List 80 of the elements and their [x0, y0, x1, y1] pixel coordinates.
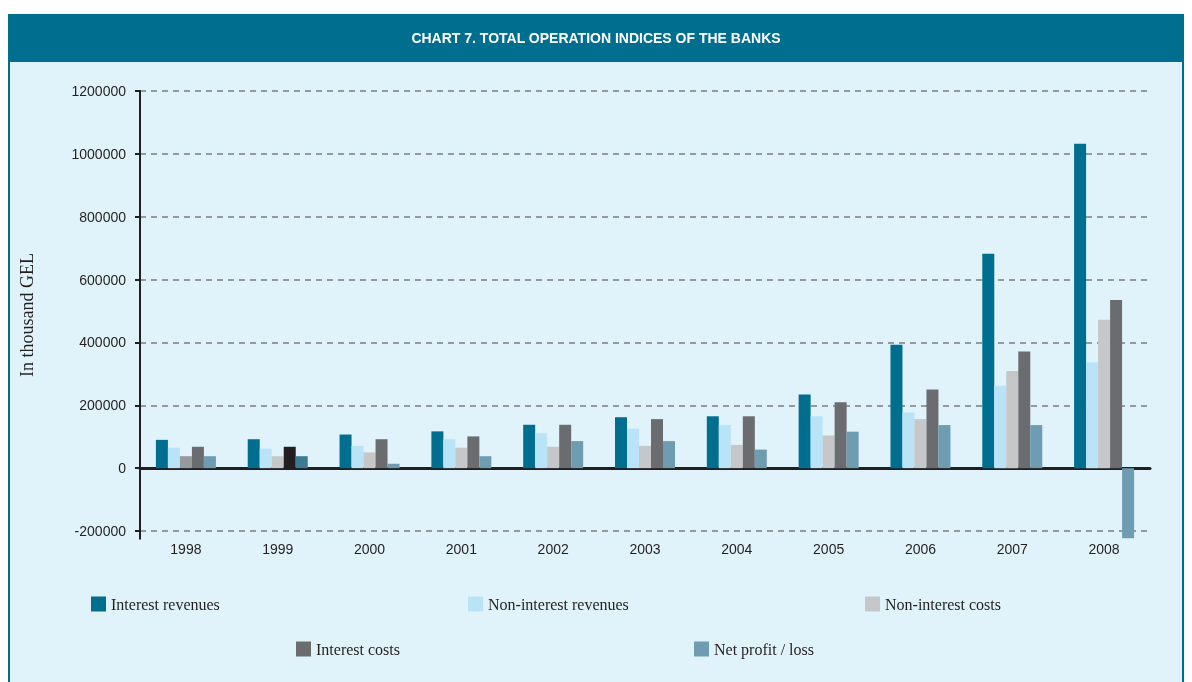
bar: [1110, 300, 1123, 469]
x-tick-label: 2006: [904, 541, 937, 557]
bar: [259, 448, 272, 469]
bar: [467, 436, 480, 469]
x-tick-label: 2008: [1088, 541, 1120, 557]
bar: [810, 416, 823, 469]
bar: [295, 456, 308, 469]
bar: [155, 439, 168, 469]
bar: [754, 449, 767, 469]
y-tick-label: 400000: [79, 334, 127, 351]
x-tick-label: 2004: [721, 541, 753, 557]
bar: [443, 439, 456, 469]
bar: [982, 253, 995, 469]
x-tick-label: 2005: [813, 541, 845, 557]
bar: [431, 431, 444, 469]
y-tick-label: 200000: [79, 397, 127, 414]
bar: [387, 463, 400, 469]
bar: [571, 441, 584, 469]
bar: [479, 456, 492, 469]
x-tick-label: 2000: [353, 541, 386, 557]
x-tick-label: 1998: [170, 541, 202, 557]
y-tick-label: 600000: [79, 271, 127, 288]
bar: [994, 385, 1007, 469]
bar: [834, 402, 847, 469]
bar: [559, 424, 572, 469]
legend-label: Interest costs: [316, 640, 400, 658]
x-tick-label: 2001: [445, 541, 478, 557]
bar: [926, 389, 939, 469]
bar: [351, 445, 364, 469]
legend-label: Net profit / loss: [714, 640, 814, 659]
bar: [247, 439, 260, 469]
bar: [271, 456, 284, 469]
bar: [718, 425, 731, 469]
bar: [523, 424, 536, 469]
bar: [846, 431, 859, 469]
bar: [651, 419, 663, 469]
y-tick-label: 0: [118, 460, 127, 477]
bar: [938, 425, 951, 469]
bar: [914, 419, 927, 469]
bar: [639, 445, 651, 469]
bar: [1006, 371, 1019, 469]
bar: [663, 441, 675, 469]
y-axis-title: In thousand GEL: [17, 252, 37, 377]
y-tick-label: 1000000: [71, 145, 127, 162]
bar: [822, 435, 835, 469]
bar: [627, 428, 639, 469]
bar: [706, 416, 719, 469]
y-tick-label: -200000: [74, 523, 127, 539]
bar: [742, 416, 755, 469]
bar: [1122, 468, 1135, 539]
bar: [1018, 351, 1031, 469]
bar: [455, 447, 468, 469]
y-tick-label: 800000: [79, 208, 127, 225]
bar: [1098, 319, 1111, 469]
bar: [339, 434, 352, 469]
x-tick-label: 2002: [537, 541, 569, 557]
x-tick-label: 2003: [629, 541, 661, 557]
x-tick-label: 1999: [262, 541, 294, 557]
chart-title: CHART 7. TOTAL OPERATION INDICES OF THE BANKS: [411, 30, 781, 46]
legend-label: Interest revenues: [111, 595, 220, 613]
bar: [798, 394, 811, 469]
bar: [191, 446, 204, 469]
bar: [203, 456, 216, 469]
y-tick-label: 1200000: [71, 83, 127, 99]
legend-label: Non-interest revenues: [488, 595, 629, 613]
bar: [167, 447, 180, 469]
bar: [730, 444, 743, 469]
bar: [375, 439, 388, 469]
x-tick-label: 2007: [996, 541, 1029, 557]
bar: [1030, 425, 1043, 469]
bar: [363, 452, 376, 469]
bar: [1086, 362, 1099, 469]
bar: [890, 344, 903, 469]
bar: [615, 417, 627, 469]
bar: [535, 433, 548, 469]
bar: [902, 412, 915, 469]
legend-label: Non-interest costs: [885, 595, 1001, 613]
bar: [1074, 143, 1087, 469]
bar: [547, 446, 560, 469]
bar: [179, 456, 192, 469]
